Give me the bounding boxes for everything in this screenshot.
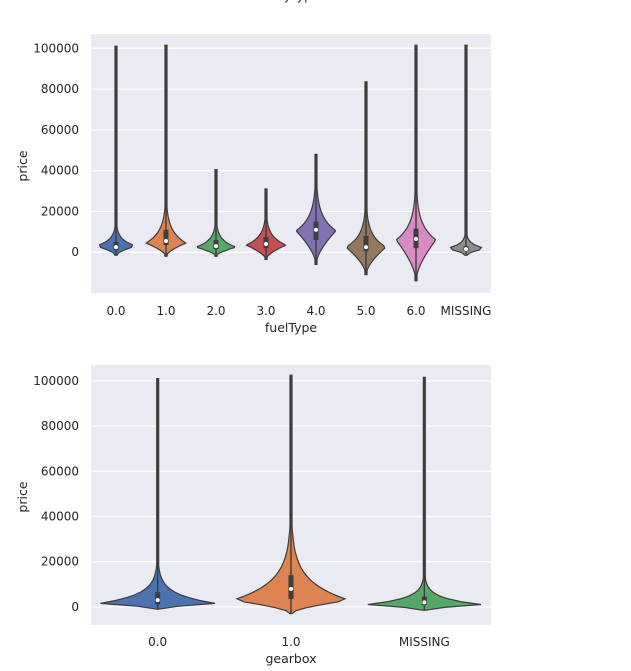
- clipped-chart-title: bodyType: [260, 0, 320, 3]
- violin-4.0: [295, 153, 337, 265]
- y-tick-label: 20000: [41, 204, 79, 218]
- y-tick-label: 40000: [41, 509, 79, 523]
- median-marker: [155, 598, 160, 603]
- violin-MISSING: [449, 44, 483, 256]
- plot-area-background: [91, 34, 491, 293]
- median-marker: [289, 586, 293, 591]
- fueltype-violin-plot: 0 20000 40000 60000 80000 100000 0.0 1.0 2.0 3.0…: [15, 34, 491, 335]
- x-tick-label: 0.0: [106, 304, 125, 318]
- median-marker: [422, 600, 427, 605]
- x-tick-labels: 0.0 1.0 MISSING: [148, 635, 450, 649]
- violin-6.0: [395, 44, 437, 282]
- y-tick-label: 80000: [41, 419, 79, 433]
- y-axis-label: price: [15, 150, 30, 181]
- y-tick-labels: 0 20000 40000 60000 80000 100000: [33, 41, 79, 259]
- median-marker: [214, 244, 218, 249]
- y-tick-label: 100000: [33, 374, 79, 388]
- y-axis-label: price: [15, 481, 30, 512]
- median-marker: [314, 227, 318, 232]
- x-tick-label: 2.0: [206, 304, 225, 318]
- median-marker: [414, 236, 418, 241]
- y-tick-label: 80000: [41, 82, 79, 96]
- violins: [98, 44, 483, 282]
- x-tick-label: 6.0: [406, 304, 425, 318]
- x-tick-label: 1.0: [281, 635, 300, 649]
- median-marker: [464, 247, 468, 252]
- median-marker: [264, 242, 268, 247]
- x-tick-label: 5.0: [356, 304, 375, 318]
- median-marker: [164, 238, 168, 243]
- y-tick-label: 20000: [41, 555, 79, 569]
- violin-0.0: [98, 45, 134, 256]
- violin-5.0: [346, 81, 386, 276]
- x-tick-label: MISSING: [441, 304, 492, 318]
- y-tick-label: 40000: [41, 164, 79, 178]
- y-tick-labels: 0 20000 40000 60000 80000 100000: [33, 374, 79, 614]
- violins: [100, 374, 481, 615]
- violin-2.0: [196, 169, 236, 257]
- violin-0.0: [100, 378, 216, 610]
- x-tick-label: 0.0: [148, 635, 167, 649]
- median-marker: [114, 245, 118, 250]
- x-tick-label: 4.0: [306, 304, 325, 318]
- x-tick-labels: 0.0 1.0 2.0 3.0 4.0 5.0 6.0 MISSING: [106, 304, 491, 318]
- violin-MISSING: [367, 376, 481, 611]
- y-tick-label: 60000: [41, 464, 79, 478]
- x-tick-label: 3.0: [256, 304, 275, 318]
- x-tick-label: MISSING: [399, 635, 450, 649]
- y-tick-label: 0: [71, 245, 79, 259]
- median-marker: [364, 245, 368, 250]
- x-tick-label: 1.0: [156, 304, 175, 318]
- violin-1.0: [144, 44, 188, 257]
- x-axis-label: fuelType: [265, 320, 318, 335]
- y-tick-label: 100000: [33, 41, 79, 55]
- violin-3.0: [245, 188, 287, 260]
- gearbox-violin-plot: 0 20000 40000 60000 80000 100000 0.0 1.0 MISSIN…: [15, 365, 491, 666]
- y-tick-label: 60000: [41, 123, 79, 137]
- violin-1.0: [235, 374, 347, 615]
- y-tick-label: 0: [71, 600, 79, 614]
- x-axis-label: gearbox: [265, 651, 316, 666]
